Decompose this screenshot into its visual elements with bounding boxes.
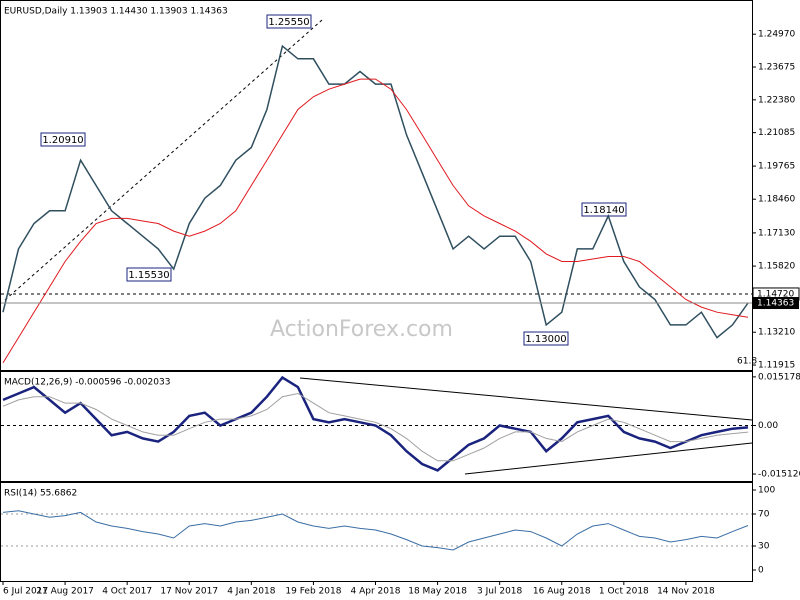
y-tick-label: 1.17130: [758, 228, 795, 238]
rsi-panel: [0, 482, 753, 582]
last-price-box: [753, 297, 799, 310]
y-tick-label: 1.13210: [758, 328, 795, 338]
price-panel: [0, 0, 753, 371]
annotation: 1.13000: [525, 334, 566, 345]
x-tick-label: 4 Apr 2018: [351, 587, 401, 597]
y-tick-label: 1.18460: [758, 195, 795, 205]
y-tick-label: 1.19765: [758, 162, 795, 172]
x-tick-label: 14 Nov 2018: [657, 587, 715, 597]
annotation-box: [266, 14, 312, 29]
series-line: [2, 78, 749, 364]
x-tick-label: 3 Jul 2018: [477, 587, 522, 597]
series-line: [2, 510, 749, 551]
watermark: ActionForex.com: [270, 317, 453, 342]
series-line: [2, 392, 749, 462]
y-tick-label: 1.15820: [758, 262, 795, 272]
annotations: 1.25550 1.20910 1.15530 1.13000 1.18140 …: [40, 14, 757, 367]
y-tick-label: 1.11915: [758, 361, 795, 371]
x-tick-label: 17 Nov 2017: [160, 587, 218, 597]
macd-trend-line: [299, 377, 753, 421]
panel-title: EURUSD,Daily 1.13903 1.14430 1.13903 1.1…: [4, 7, 228, 17]
panel-title: MACD(12,26,9) -0.000596 -0.002033: [4, 378, 170, 388]
x-tick-label: 4 Jan 2018: [227, 587, 275, 597]
y-tick-label: 100: [758, 486, 775, 496]
trend-line: [4, 19, 323, 301]
y-tick-label: 1.22380: [758, 95, 795, 105]
y-tick-label: 1.21085: [758, 128, 795, 138]
y-tick-label: 0.00: [758, 421, 778, 431]
y-tick-label: 70: [758, 510, 770, 520]
annotation: 1.25550: [268, 17, 309, 28]
y-tick-label: -0.015126: [758, 470, 800, 480]
annotation: 1.15530: [128, 270, 169, 281]
x-tick-label: 18 May 2018: [408, 587, 467, 597]
x-tick-label: 19 Feb 2018: [285, 587, 341, 597]
series-line: [2, 375, 749, 472]
y-tick-label: 1.23675: [758, 63, 795, 73]
annotation: 1.18140: [583, 205, 624, 216]
x-tick-label: 4 Oct 2017: [102, 587, 152, 597]
macd-trend-line: [464, 442, 753, 475]
annotation-box: [40, 132, 86, 147]
x-tick-label: 6 Jul 2017: [3, 587, 48, 597]
x-tick-label: 16 Aug 2018: [533, 587, 591, 597]
series-line: [2, 44, 749, 339]
annotation: 61.8: [737, 357, 757, 367]
macd-panel: [0, 371, 753, 482]
annotation-box: [126, 267, 172, 282]
panel-title: RSI(14) 55.6862: [4, 489, 77, 499]
y-tick-label: 0.015178: [758, 372, 800, 382]
level-label: 1.14720: [757, 289, 794, 299]
x-tick-label: 1 Oct 2018: [599, 587, 649, 597]
y-tick-label: 0: [758, 566, 764, 576]
annotation: 1.20910: [42, 135, 83, 146]
x-tick-label: 21 Aug 2017: [36, 587, 94, 597]
y-tick-label: 30: [758, 542, 770, 552]
last-price-label: 1.14363: [757, 299, 794, 309]
annotation-box: [581, 202, 627, 217]
y-tick-label: 1.24970: [758, 30, 795, 40]
annotation-box: [523, 331, 569, 346]
